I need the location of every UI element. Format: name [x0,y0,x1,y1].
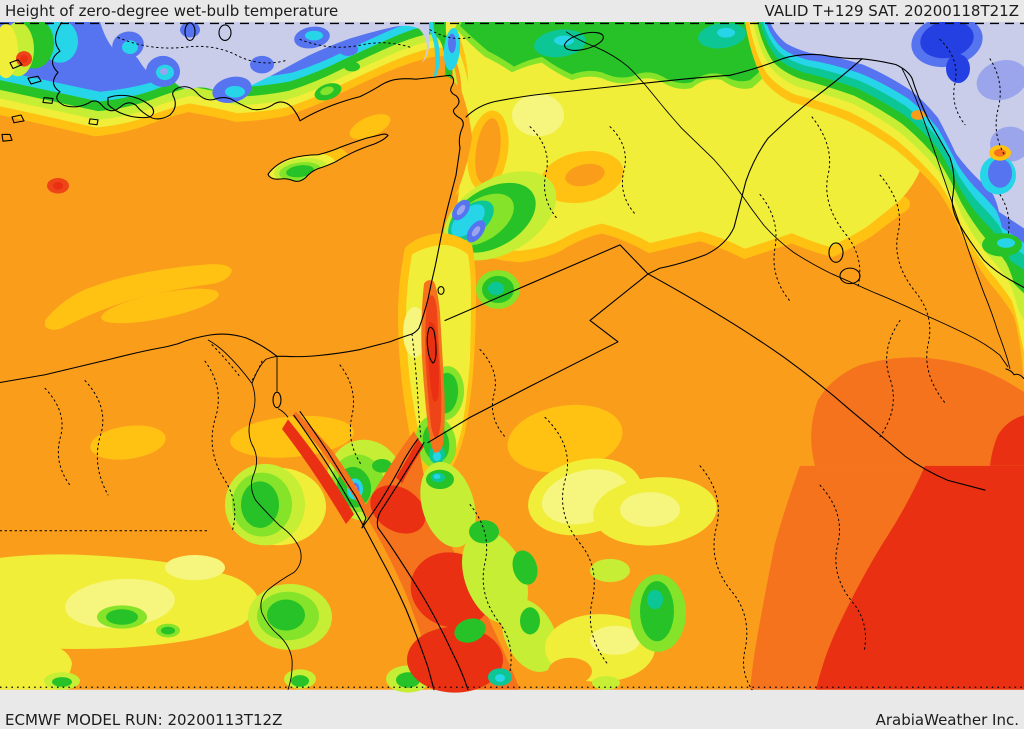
syria-jordan-border [444,244,649,322]
dead-sea [426,326,437,364]
lebanon-mountain-cores [443,171,557,261]
valid-time-label: VALID T+129 SAT. 20200118T21Z [764,2,1019,20]
north-arabia-patches [507,404,717,690]
iran-border [911,77,1024,289]
red-sea-coasts [355,511,469,691]
bitter-lake [272,391,282,409]
cyprus-island [267,133,389,182]
border-layer [0,53,1024,532]
iraq-saudi-border [647,273,986,491]
persian-gulf-tip [1005,368,1024,380]
syria-bands [444,22,927,263]
model-run-label: ECMWF MODEL RUN: 20200113T12Z [5,711,283,729]
hejaz-highlands [420,461,559,686]
sinai-aqaba-coasts [361,438,425,529]
cilicia-plain [298,76,472,207]
jabal-druze-core [476,270,520,309]
southeast-hot-region [750,357,1024,690]
admin-boundary-layer [44,29,1010,691]
anatolia-cold-bands [0,22,482,202]
euphrates-river [565,31,1009,368]
levant-highlands [398,233,476,477]
header-bar: Height of zero-degree wet-bulb temperatu… [0,0,1024,22]
mediterranean-warm-spot [47,178,69,194]
red-sea-warm-core [282,411,520,693]
tigris-river [901,68,1011,370]
rhodes-island [107,94,155,119]
map-frame-layer [0,22,1024,688]
suez-canal [276,356,289,418]
jordan-saudi-border [427,273,649,444]
lake-egirdir [184,22,196,41]
turkey-levant-egypt-coast [0,22,464,384]
contour-fill-layer [0,22,1024,693]
map-title: Height of zero-degree wet-bulb temperatu… [5,2,339,20]
lake-assad [564,31,604,51]
egypt-israel-border [411,333,422,440]
cilicia-amber-dab [349,114,391,140]
weather-map-canvas [0,22,1024,693]
turkey-syria-border [465,53,913,118]
nile-river [248,383,302,690]
syria-iraq-border [647,58,863,275]
aegean-islands [1,59,99,142]
sea-of-galilee [437,286,445,295]
lake-tharthar [828,242,844,263]
lake-beysehir [218,24,232,41]
footer-bar: ECMWF MODEL RUN: 20200113T12Z ArabiaWeat… [0,711,1024,729]
brand-label: ArabiaWeather Inc. [875,711,1019,729]
gulf-of-suez-coasts [293,411,367,529]
